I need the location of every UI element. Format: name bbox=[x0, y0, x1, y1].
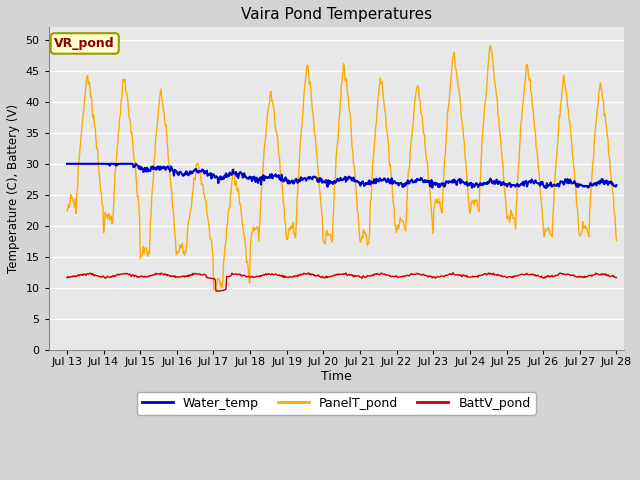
X-axis label: Time: Time bbox=[321, 370, 351, 383]
Y-axis label: Temperature (C), Battery (V): Temperature (C), Battery (V) bbox=[7, 104, 20, 273]
Text: VR_pond: VR_pond bbox=[54, 37, 115, 50]
Title: Vaira Pond Temperatures: Vaira Pond Temperatures bbox=[241, 7, 432, 22]
Legend: Water_temp, PanelT_pond, BattV_pond: Water_temp, PanelT_pond, BattV_pond bbox=[137, 392, 536, 415]
